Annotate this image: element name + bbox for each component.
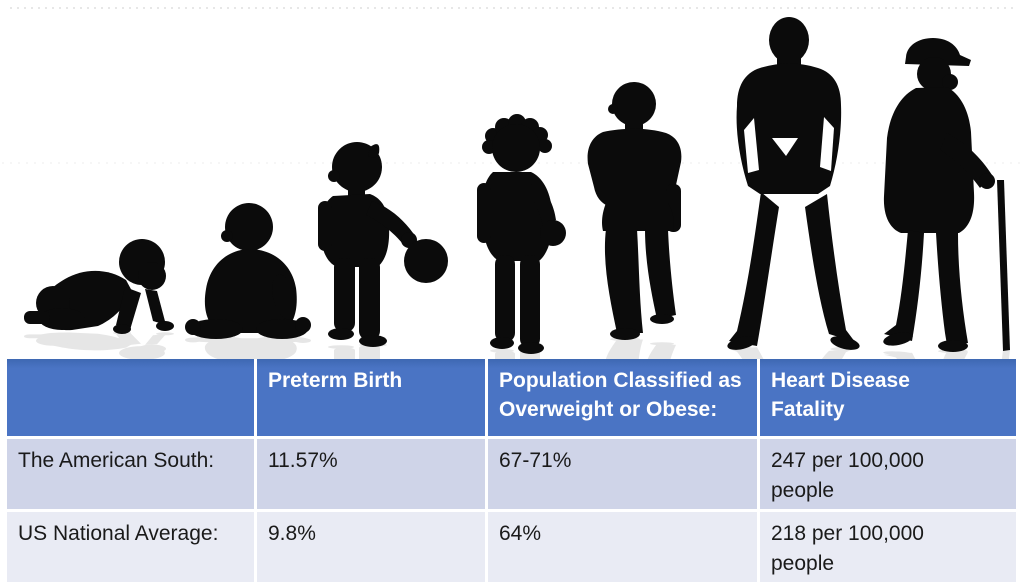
header-cell-overweight-obese: Population Classified as Overweight or O… bbox=[488, 359, 757, 436]
cell-us-heart-disease: 218 per 100,000 people bbox=[760, 512, 1016, 582]
header-cell-preterm-birth: Preterm Birth bbox=[257, 359, 485, 436]
elderly-man-with-cane-silhouette bbox=[882, 38, 1010, 352]
sitting-baby-reflection bbox=[185, 336, 311, 359]
silhouettes-svg bbox=[2, 7, 1022, 359]
cell-south-overweight: 67-71% bbox=[488, 439, 757, 509]
header-cell-heart-disease: Heart Disease Fatality bbox=[760, 359, 1016, 436]
cell-us-overweight: 64% bbox=[488, 512, 757, 582]
boy-reflection bbox=[587, 337, 682, 359]
cell-south-preterm: 11.57% bbox=[257, 439, 485, 509]
crawling-baby-reflection bbox=[24, 331, 174, 359]
row-label-us-average: US National Average: bbox=[7, 512, 254, 582]
sitting-baby-silhouette bbox=[185, 203, 311, 339]
cell-south-heart-disease: 247 per 100,000 people bbox=[760, 439, 1016, 509]
row-label-american-south: The American South: bbox=[7, 439, 254, 509]
boy-silhouette bbox=[587, 82, 682, 340]
child-holding-ball-silhouette bbox=[477, 114, 566, 354]
health-stats-table: Preterm Birth Population Classified as O… bbox=[7, 359, 1016, 582]
crawling-baby-silhouette bbox=[24, 239, 174, 334]
man-silhouette bbox=[725, 17, 862, 353]
life-stages-illustration bbox=[2, 7, 1022, 359]
header-cell-blank bbox=[7, 359, 254, 436]
toddler-reflection bbox=[318, 343, 448, 359]
toddler-bouncing-ball-silhouette bbox=[318, 142, 448, 347]
cell-us-preterm: 9.8% bbox=[257, 512, 485, 582]
